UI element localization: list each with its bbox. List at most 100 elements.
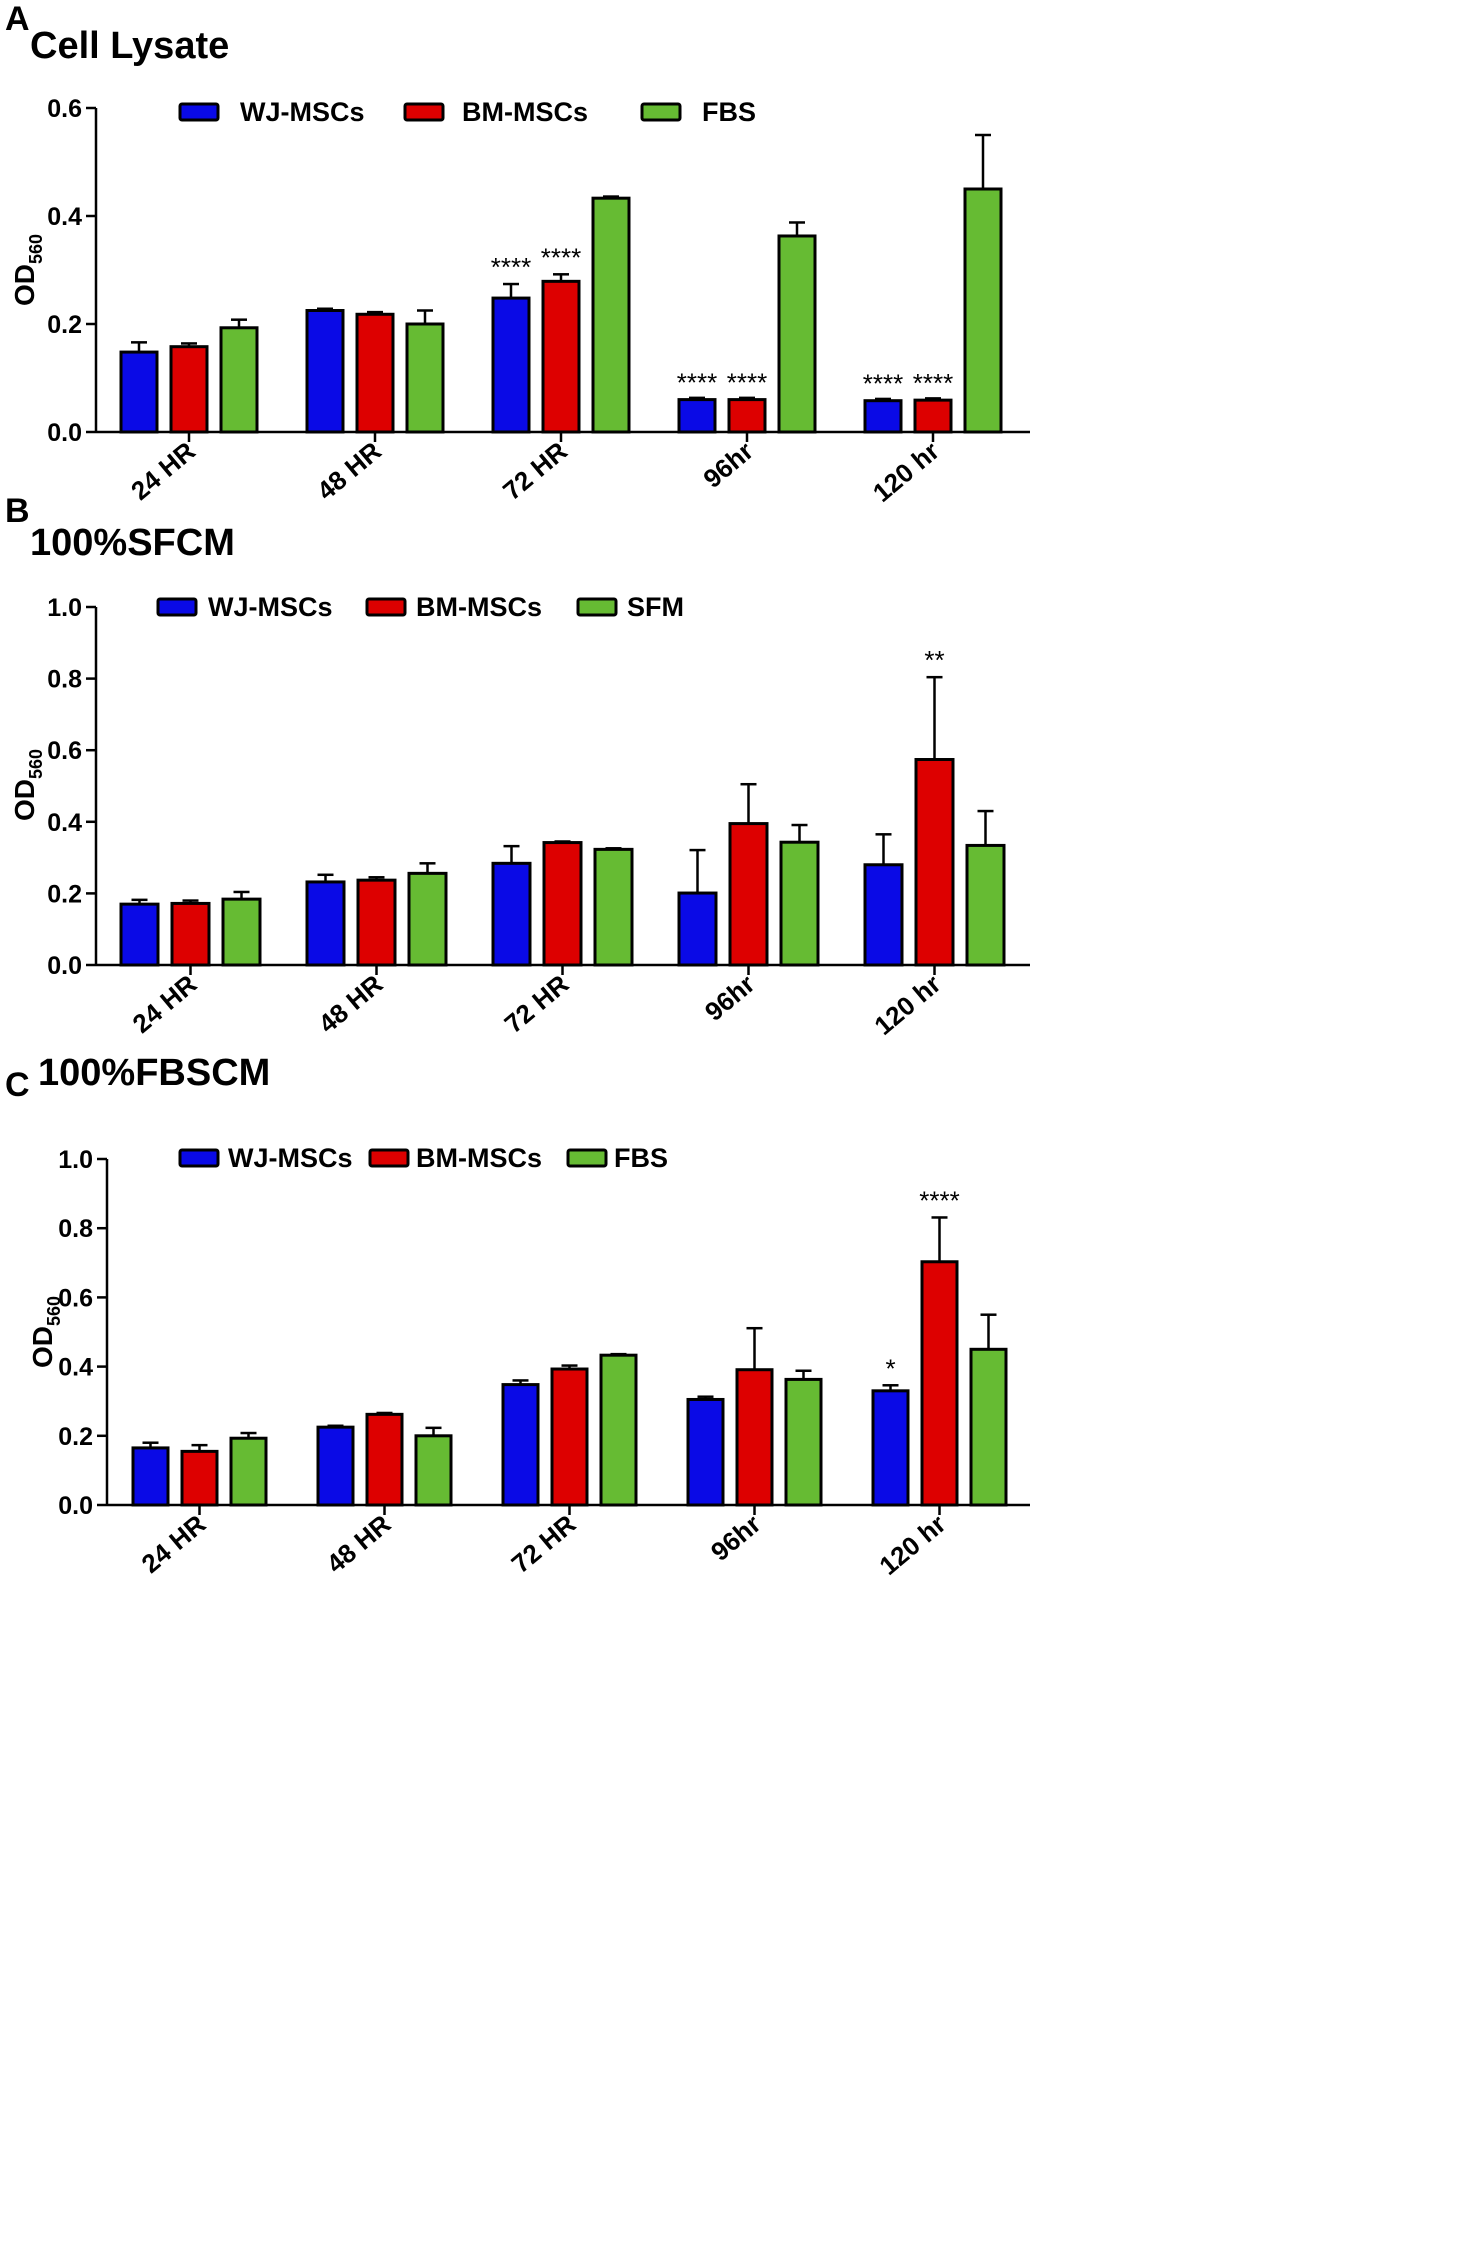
y-tick-label: 0.0 (58, 1492, 93, 1520)
bar-wj-mscs-4 (863, 399, 903, 434)
bar-wj-mscs-2 (501, 1383, 540, 1507)
legend-swatch (640, 102, 682, 122)
y-axis-label: OD560 (9, 749, 46, 821)
panel-title: 100%SFCM (30, 522, 235, 564)
legend-item: BM-MSCs (365, 592, 542, 622)
bar-bm-mscs-3 (735, 1368, 774, 1507)
x-tick-label: 72 HR (506, 1508, 582, 1578)
panel-title: Cell Lysate (30, 25, 229, 67)
y-axis-label-main: OD (27, 1326, 58, 1368)
bar-bm-mscs-0 (169, 345, 209, 434)
legend-swatch (178, 1148, 220, 1168)
x-tick-label: 48 HR (313, 968, 389, 1038)
bar-wj-mscs-2 (491, 861, 532, 967)
y-tick-label: 0.8 (58, 1215, 93, 1243)
panel-letter: B (5, 492, 30, 530)
y-tick-label: 0.6 (47, 95, 82, 123)
y-axis-label-sub: 560 (26, 749, 46, 779)
legend-swatch (156, 597, 198, 617)
legend-swatch (576, 597, 618, 617)
y-tick-label: 0.4 (47, 809, 82, 837)
bar-bm-mscs-2 (550, 1367, 589, 1507)
bar-wj-mscs-1 (305, 309, 345, 434)
legend-label: FBS (614, 1143, 668, 1173)
significance-marker: **** (677, 368, 717, 398)
y-tick-label: 0.6 (58, 1284, 93, 1312)
y-axis-label: OD560 (9, 234, 46, 306)
x-tick-label: 96hr (705, 1509, 766, 1567)
bar-sfm-0 (221, 897, 262, 967)
legend-swatch (365, 597, 407, 617)
significance-marker: **** (727, 368, 767, 398)
bar-wj-mscs-4 (863, 863, 904, 967)
significance-marker: **** (863, 369, 903, 399)
panel-title: 100%FBSCM (38, 1052, 270, 1094)
bar-bm-mscs-0 (180, 1449, 219, 1507)
x-tick-label: 24 HR (125, 435, 201, 505)
x-tick-label: 120 hr (868, 969, 946, 1041)
significance-marker: **** (491, 252, 531, 282)
bar-sfm-2 (593, 847, 634, 967)
legend-item: WJ-MSCs (178, 1143, 353, 1173)
bar-fbs-4 (969, 1347, 1008, 1507)
legend-label: FBS (702, 97, 756, 127)
chart-panel-c: C 100%FBSCM 0.0 0.2 0.4 0.6 0.8 1.0 OD560 24 HR 48… (5, 1052, 1030, 1581)
y-tick-label: 1.0 (58, 1146, 93, 1174)
bar-fbs-3 (777, 234, 817, 434)
legend-item: FBS (640, 97, 756, 127)
bar-fbs-1 (414, 1434, 453, 1507)
x-tick-label: 96hr (699, 969, 760, 1027)
legend-label: WJ-MSCs (208, 592, 333, 622)
x-tick-label: 48 HR (321, 1508, 397, 1578)
bar-bm-mscs-3 (727, 398, 767, 434)
legend-label: WJ-MSCs (228, 1143, 353, 1173)
significance-marker: **** (919, 1185, 959, 1215)
legend-item: WJ-MSCs (178, 97, 365, 127)
significance-marker: **** (913, 368, 953, 398)
x-tick-label: 48 HR (311, 435, 387, 505)
bar-fbs-4 (963, 187, 1003, 434)
y-tick-label: 0.2 (47, 880, 82, 908)
y-tick-label: 0.6 (47, 737, 82, 765)
bar-bm-mscs-1 (355, 312, 395, 434)
significance-marker: **** (541, 242, 581, 272)
bar-fbs-3 (784, 1377, 823, 1507)
legend-item: FBS (566, 1143, 668, 1173)
y-axis-label-sub: 560 (26, 234, 46, 264)
bar-sfm-4 (965, 843, 1006, 967)
legend-item: BM-MSCs (368, 1143, 542, 1173)
bar-sfm-1 (407, 871, 448, 967)
bar-wj-mscs-2 (491, 296, 531, 434)
bar-wj-mscs-3 (677, 891, 718, 967)
bar-wj-mscs-1 (305, 880, 346, 967)
bar-fbs-1 (405, 322, 445, 434)
x-tick-label: 24 HR (127, 968, 203, 1038)
bar-bm-mscs-2 (542, 841, 583, 967)
y-axis-label: OD560 (27, 1296, 64, 1368)
bar-bm-mscs-3 (728, 822, 769, 967)
x-tick-label: 120 hr (873, 1509, 951, 1581)
legend-label: BM-MSCs (416, 1143, 542, 1173)
bar-bm-mscs-4 (920, 1260, 959, 1507)
legend-label: BM-MSCs (416, 592, 542, 622)
panel-letter: C (5, 1066, 30, 1104)
bar-wj-mscs-0 (119, 350, 159, 434)
y-axis-label-sub: 560 (44, 1296, 64, 1326)
x-tick-label: 120 hr (867, 436, 945, 508)
y-tick-label: 1.0 (47, 594, 82, 622)
significance-marker: * (885, 1353, 895, 1383)
y-tick-label: 0.0 (47, 419, 82, 447)
bar-bm-mscs-0 (170, 901, 211, 967)
y-tick-label: 0.8 (47, 666, 82, 694)
y-axis-label-main: OD (9, 264, 40, 306)
y-tick-label: 0.2 (58, 1423, 93, 1451)
legend-swatch (566, 1148, 608, 1168)
bar-bm-mscs-1 (356, 878, 397, 967)
bar-fbs-0 (219, 326, 259, 434)
bar-bm-mscs-4 (913, 398, 953, 434)
bar-sfm-3 (779, 840, 820, 967)
legend-item: WJ-MSCs (156, 592, 333, 622)
bar-fbs-2 (591, 196, 631, 434)
